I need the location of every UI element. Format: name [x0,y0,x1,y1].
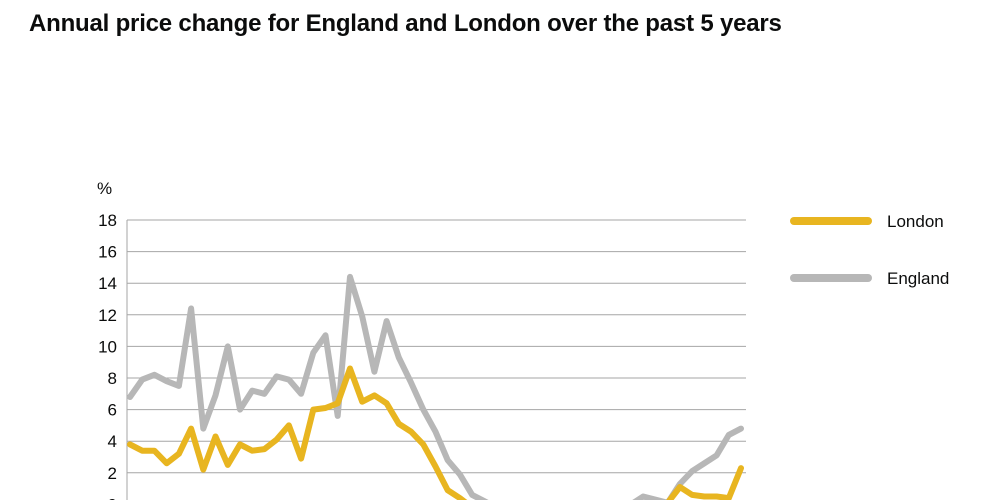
grid-lines [126,219,746,500]
y-tick-label-16: 16 [98,243,117,262]
chart-title: Annual price change for England and Lond… [29,10,782,37]
y-axis: 0 2 4 6 8 10 12 14 16 18 [98,211,117,500]
y-tick-label-8: 8 [108,369,117,388]
y-tick-label-10: 10 [98,337,117,356]
y-tick-label-4: 4 [108,432,117,451]
y-tick-label-12: 12 [98,306,117,325]
legend: London England [790,212,949,288]
y-axis-unit-label: % [97,179,112,198]
y-tick-label-14: 14 [98,274,117,293]
series-line-london [127,365,744,500]
y-tick-label-0: 0 [108,495,117,500]
series-line-england [127,273,744,500]
y-tick-label-6: 6 [108,401,117,420]
legend-label-england: England [887,269,949,288]
legend-label-london: London [887,212,944,231]
series-lines [127,273,744,500]
y-tick-label-18: 18 [98,211,117,230]
y-tick-label-2: 2 [108,464,117,483]
